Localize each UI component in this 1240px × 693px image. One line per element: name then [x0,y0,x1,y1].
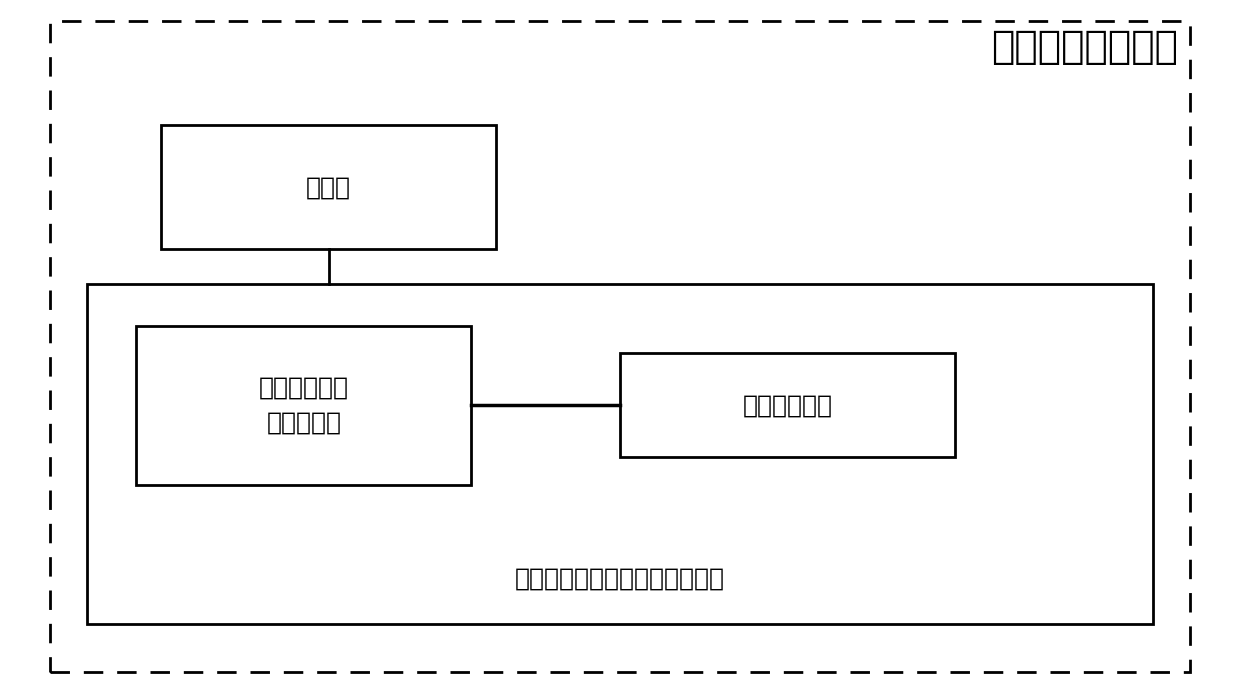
Text: 触摸屏超声诊断仪: 触摸屏超声诊断仪 [991,28,1178,66]
Bar [136,326,471,485]
Text: 指令处理模块: 指令处理模块 [743,394,832,417]
Bar [87,284,1153,624]
Bar [161,125,496,249]
Bar [620,353,955,457]
Text: 图像显示区域检测图像处理模块: 图像显示区域检测图像处理模块 [515,567,725,590]
Text: 触屏式指令接
收识别模块: 触屏式指令接 收识别模块 [259,376,348,435]
Text: 显示屏: 显示屏 [306,175,351,199]
